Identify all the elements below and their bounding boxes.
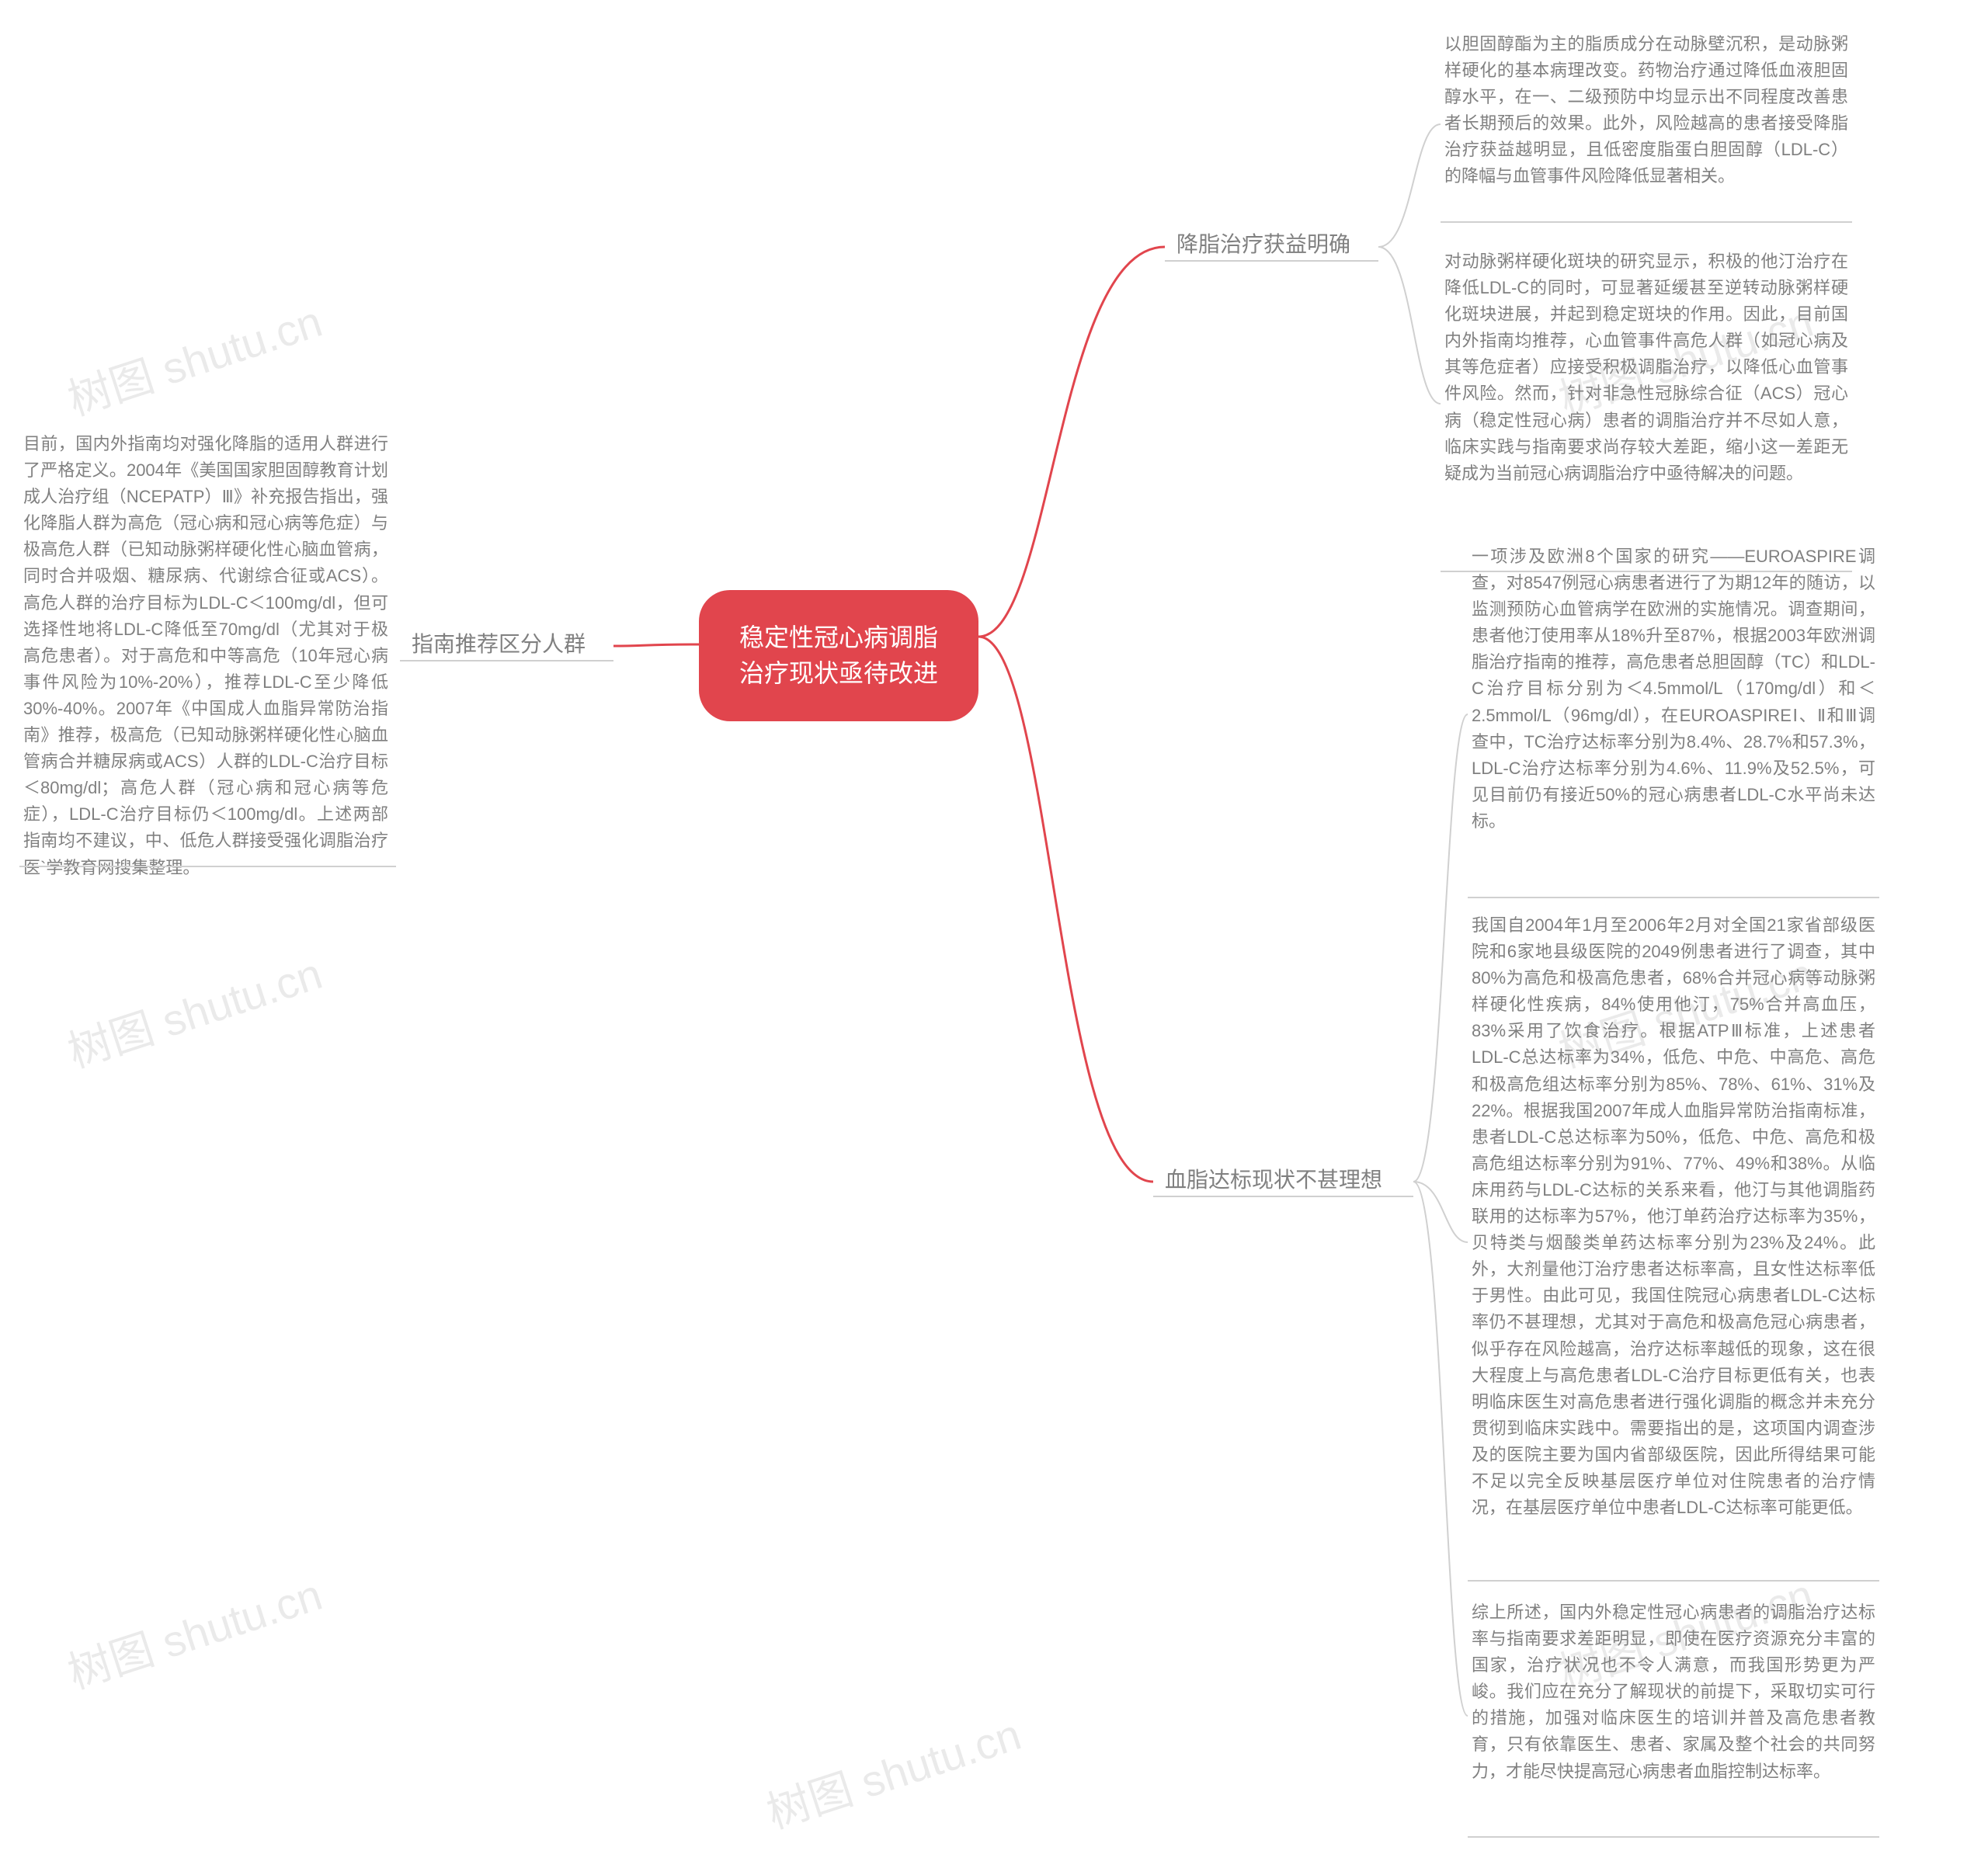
branch-right2-label: 血脂达标现状不甚理想 [1165, 1165, 1382, 1195]
branch-right1-label: 降脂治疗获益明确 [1176, 229, 1350, 259]
leaf-underline [1468, 1836, 1879, 1838]
branch-right2-body-2: 综上所述，国内外稳定性冠心病患者的调脂治疗达标率与指南要求差距明显，即使在医疗资… [1472, 1599, 1875, 1785]
branch-left-underline [400, 660, 613, 661]
watermark: 树图 shutu.cn [758, 1700, 1028, 1842]
branch-right2-body-1: 我国自2004年1月至2006年2月对全国21家省部级医院和6家地县级医院的20… [1472, 912, 1875, 1521]
leaf-underline [1441, 221, 1852, 223]
branch-left-body: 目前，国内外指南均对强化降脂的适用人群进行了严格定义。2004年《美国国家胆固醇… [23, 431, 388, 881]
branch-right1-underline [1165, 260, 1378, 262]
center-node: 稳定性冠心病调脂治疗现状亟待改进 [699, 590, 978, 721]
watermark: 树图 shutu.cn [59, 287, 329, 429]
watermark: 树图 shutu.cn [59, 1561, 329, 1702]
branch-right2-underline [1153, 1196, 1413, 1197]
branch-left-label: 指南推荐区分人群 [412, 629, 586, 659]
leaf-underline [1468, 897, 1879, 898]
branch-right1-body-0: 以胆固醇酯为主的脂质成分在动脉壁沉积，是动脉粥样硬化的基本病理改变。药物治疗通过… [1444, 31, 1848, 190]
branch-left-body-underline [19, 866, 396, 867]
branch-right1-body-1: 对动脉粥样硬化斑块的研究显示，积极的他汀治疗在降低LDL-C的同时，可显著延缓甚… [1444, 248, 1848, 487]
watermark: 树图 shutu.cn [59, 939, 329, 1081]
leaf-underline [1468, 1580, 1879, 1582]
branch-right2-body-0: 一项涉及欧洲8个国家的研究——EUROASPIRE调查，对8547例冠心病患者进… [1472, 543, 1875, 835]
